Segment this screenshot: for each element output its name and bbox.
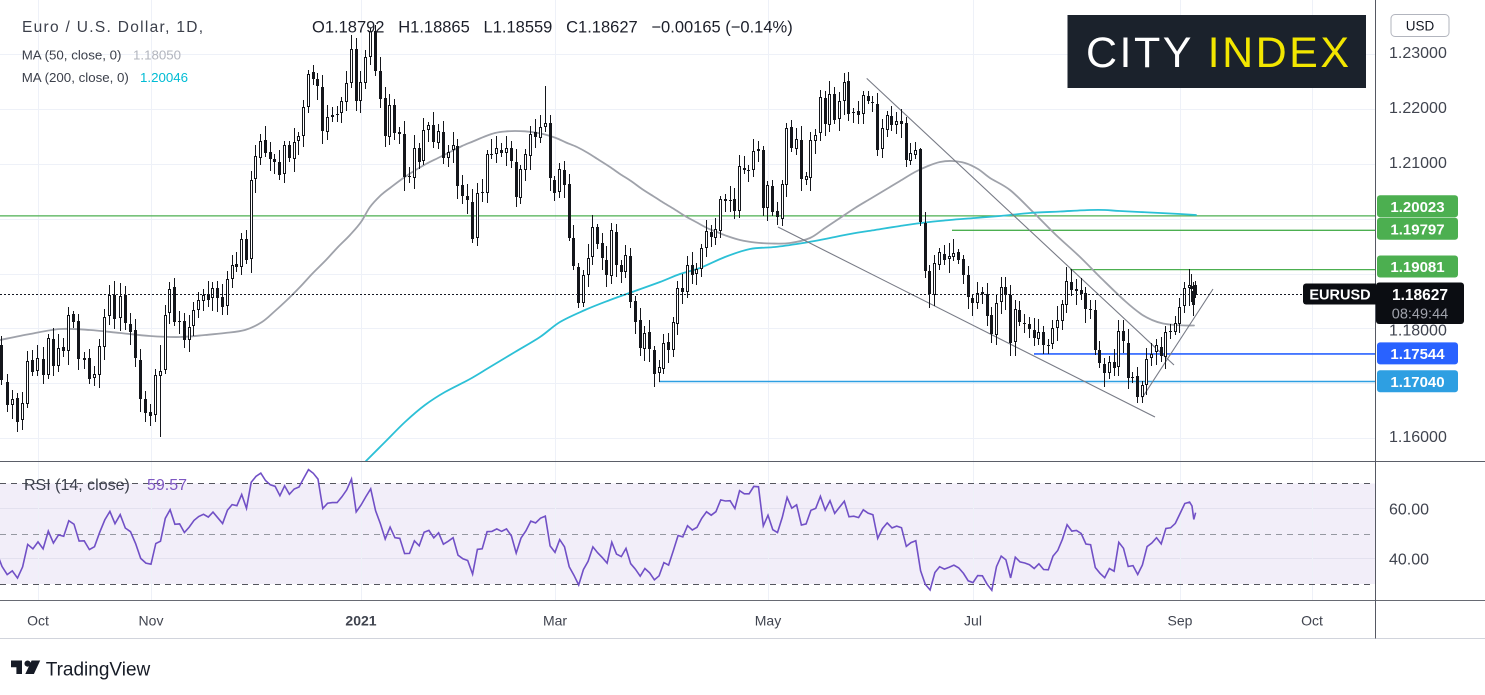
svg-text:MA (200, close, 0): MA (200, close, 0) <box>22 70 129 85</box>
svg-text:RSI (14, close): RSI (14, close) <box>24 477 130 494</box>
svg-text:Sep: Sep <box>1168 613 1193 629</box>
svg-text:1.20023: 1.20023 <box>1390 199 1444 216</box>
svg-text:1.18050: 1.18050 <box>133 48 181 63</box>
svg-text:1.18000: 1.18000 <box>1389 323 1447 340</box>
svg-text:EURUSD: EURUSD <box>1309 288 1370 304</box>
svg-text:1.16000: 1.16000 <box>1389 429 1447 446</box>
svg-text:1.22000: 1.22000 <box>1389 100 1447 117</box>
svg-text:1.17544: 1.17544 <box>1390 346 1445 363</box>
svg-text:1.17040: 1.17040 <box>1390 374 1444 391</box>
svg-text:O1.18792 H1.18865 L1.18559: O1.18792 H1.18865 L1.18559 C1.18627 −0.0… <box>312 19 793 37</box>
svg-text:1.20046: 1.20046 <box>140 70 188 85</box>
svg-text:USD: USD <box>1406 19 1435 34</box>
svg-text:1.23000: 1.23000 <box>1389 45 1447 62</box>
svg-text:40.00: 40.00 <box>1389 552 1429 569</box>
svg-text:CITY INDEX: CITY INDEX <box>1086 29 1352 77</box>
svg-text:Euro / U.S. Dollar, 1D,: Euro / U.S. Dollar, 1D, <box>22 19 204 36</box>
svg-text:2021: 2021 <box>345 613 376 629</box>
svg-text:59.57: 59.57 <box>147 477 187 494</box>
svg-text:Mar: Mar <box>543 613 567 629</box>
svg-text:1.21000: 1.21000 <box>1389 155 1447 172</box>
svg-text:Jul: Jul <box>964 613 982 629</box>
svg-text:Nov: Nov <box>139 613 164 629</box>
svg-text:MA (50, close, 0): MA (50, close, 0) <box>22 48 122 63</box>
svg-text:Oct: Oct <box>1301 613 1323 629</box>
svg-text:May: May <box>755 613 781 629</box>
svg-text:Oct: Oct <box>27 613 49 629</box>
svg-text:TradingView: TradingView <box>46 660 151 681</box>
svg-text:1.18627: 1.18627 <box>1392 287 1448 304</box>
svg-text:08:49:44: 08:49:44 <box>1392 307 1448 323</box>
svg-text:1.19081: 1.19081 <box>1390 259 1444 276</box>
svg-text:1.19797: 1.19797 <box>1390 221 1444 238</box>
svg-text:60.00: 60.00 <box>1389 502 1429 519</box>
